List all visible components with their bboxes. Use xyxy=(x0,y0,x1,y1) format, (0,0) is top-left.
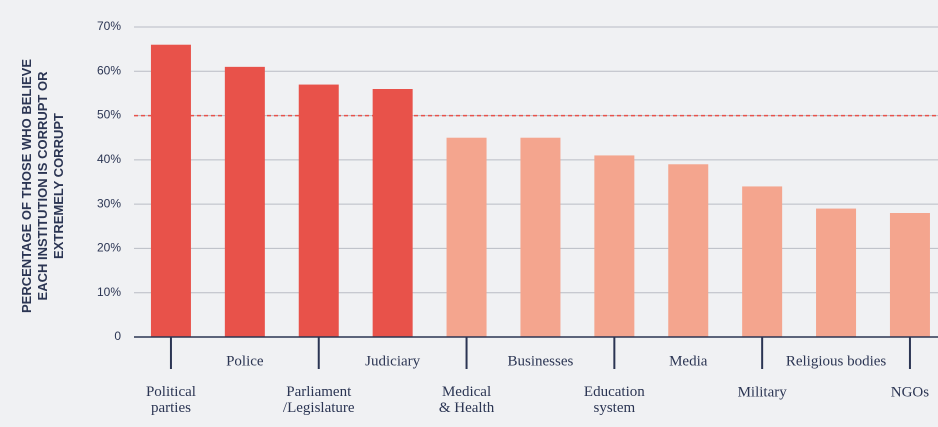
bar xyxy=(816,208,857,337)
x-tick-label: Police xyxy=(226,353,264,369)
x-tick-label: Media xyxy=(669,353,708,369)
x-tick-label: Religious bodies xyxy=(786,353,887,369)
x-tick-label: Education system xyxy=(584,384,645,416)
x-tick-label: Military xyxy=(738,384,788,400)
y-tick-label: 0 xyxy=(114,329,121,343)
bar xyxy=(298,84,339,337)
bar xyxy=(742,186,783,337)
y-tick-label: 70% xyxy=(97,19,121,33)
y-tick-label: 30% xyxy=(97,196,121,210)
y-tick-label: 10% xyxy=(97,285,121,299)
x-tick-label: Businesses xyxy=(508,353,574,369)
bar xyxy=(520,137,561,337)
y-axis-title: PERCENTAGE OF THOSE WHO BELIEVEEACH INST… xyxy=(19,59,66,313)
bar xyxy=(224,66,265,337)
bar xyxy=(446,137,487,337)
bar xyxy=(372,89,413,337)
x-tick-label: NGOs xyxy=(891,384,929,400)
y-tick-label: 50% xyxy=(97,108,121,122)
y-tick-label: 40% xyxy=(97,152,121,166)
bar xyxy=(594,155,635,337)
x-tick-label: Parliament/Legislature xyxy=(283,384,355,416)
y-tick-label: 60% xyxy=(97,63,121,77)
x-tick-label: Political parties xyxy=(146,384,196,416)
bar xyxy=(889,213,930,337)
x-tick-label: Medical & Health xyxy=(439,384,495,416)
bar xyxy=(150,44,191,337)
bar xyxy=(668,164,709,337)
y-tick-label: 20% xyxy=(97,241,121,255)
x-tick-label: Judiciary xyxy=(365,353,420,369)
